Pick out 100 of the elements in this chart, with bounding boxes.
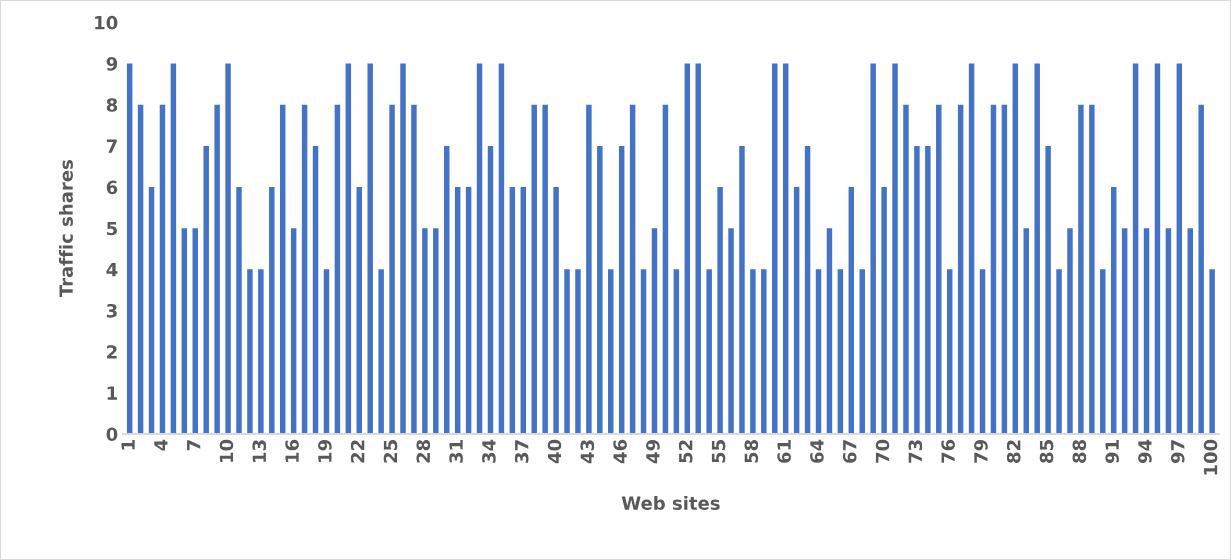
- x-tick-label: 46: [613, 439, 627, 464]
- x-tick-label: 58: [744, 439, 759, 463]
- bar: [946, 269, 953, 434]
- bar: [782, 63, 789, 434]
- bar: [400, 63, 406, 434]
- bar: [356, 187, 363, 434]
- bar: [597, 145, 603, 434]
- bar: [181, 228, 188, 434]
- bar: [706, 269, 712, 434]
- y-tick-label: 8: [106, 98, 118, 112]
- x-tick-label: 76: [941, 439, 955, 463]
- bar: [968, 63, 975, 434]
- bar: [137, 104, 144, 434]
- y-axis-title: Traffic shares: [58, 160, 73, 298]
- bar: [433, 228, 439, 434]
- bar: [159, 104, 166, 434]
- bar: [1176, 63, 1183, 434]
- bar: [618, 145, 625, 434]
- y-tick-label: 2: [107, 345, 117, 359]
- x-tick-label: 67: [842, 440, 857, 463]
- bar: [717, 187, 723, 434]
- x-tick-label: 52: [678, 440, 693, 463]
- bar: [979, 269, 986, 434]
- x-tick-label: 40: [547, 439, 562, 464]
- x-tick-label: 49: [646, 440, 660, 464]
- bar: [1045, 145, 1051, 434]
- bar: [1110, 187, 1117, 434]
- bar: [334, 104, 341, 434]
- bar: [1089, 104, 1095, 434]
- bar: [848, 187, 855, 434]
- x-tick-label: 64: [810, 439, 824, 463]
- y-tick-label: 6: [106, 180, 118, 195]
- x-tick-label: 16: [285, 439, 299, 462]
- bar: [126, 63, 133, 434]
- y-tick-label: 10: [95, 15, 118, 30]
- bar: [1034, 63, 1040, 434]
- y-tick-label: 0: [106, 427, 118, 442]
- bar: [312, 145, 319, 434]
- x-tick-label: 25: [383, 440, 398, 463]
- bar: [378, 269, 384, 434]
- bar: [236, 187, 242, 434]
- bar: [881, 187, 887, 434]
- bar: [914, 145, 920, 434]
- bar: [258, 269, 264, 434]
- bar: [728, 228, 734, 434]
- x-tick-label: 70: [875, 439, 890, 463]
- bar: [564, 269, 570, 434]
- bar: [1165, 228, 1172, 434]
- bar: [870, 63, 876, 434]
- x-tick-label: 22: [350, 440, 365, 463]
- bar: [531, 104, 537, 434]
- x-tick-label: 88: [1072, 439, 1087, 463]
- bar: [826, 228, 833, 434]
- y-tick-label: 7: [106, 139, 117, 153]
- bar: [498, 63, 505, 434]
- y-tick-label: 9: [106, 57, 118, 71]
- x-axis-title: Web sites: [621, 495, 720, 510]
- x-tick-label: 28: [416, 439, 431, 463]
- y-tick-label: 1: [107, 386, 117, 400]
- bar: [345, 63, 352, 434]
- bar: [367, 63, 373, 434]
- bar: [772, 63, 778, 434]
- bar: [815, 269, 822, 434]
- bar: [640, 269, 647, 434]
- bar: [214, 104, 220, 434]
- x-tick-label: 100: [1203, 439, 1218, 475]
- bar: [859, 269, 865, 434]
- bar: [1012, 63, 1019, 434]
- y-tick-label: 3: [106, 303, 117, 318]
- bar: [903, 104, 909, 434]
- bar: [1154, 63, 1161, 434]
- x-tick-label: 10: [219, 439, 234, 462]
- bar: [1209, 269, 1215, 434]
- bar: [520, 187, 527, 434]
- x-tick-label: 97: [1170, 440, 1185, 464]
- bar: [454, 187, 461, 434]
- bar: [1198, 104, 1204, 434]
- bar: [247, 269, 253, 434]
- x-tick-label: 73: [908, 440, 923, 463]
- bar: [148, 187, 155, 434]
- bar: [1187, 228, 1193, 434]
- bar: [1067, 228, 1073, 434]
- bar: [804, 145, 811, 434]
- x-tick-label: 55: [711, 440, 726, 463]
- bar: [837, 269, 844, 434]
- bar: [280, 104, 286, 434]
- bar: [269, 187, 275, 434]
- x-tick-label: 19: [318, 440, 332, 462]
- bar: [225, 63, 231, 434]
- x-tick-label: 1: [121, 440, 135, 450]
- bar: [892, 63, 898, 434]
- bar: [1121, 228, 1128, 434]
- bar: [925, 145, 931, 434]
- bar: [1001, 104, 1008, 434]
- x-tick-label: 91: [1105, 440, 1119, 464]
- x-tick-label: 79: [974, 440, 988, 463]
- bar: [662, 104, 669, 434]
- bar: [509, 187, 516, 434]
- bar: [487, 145, 494, 434]
- bar: [1023, 228, 1029, 434]
